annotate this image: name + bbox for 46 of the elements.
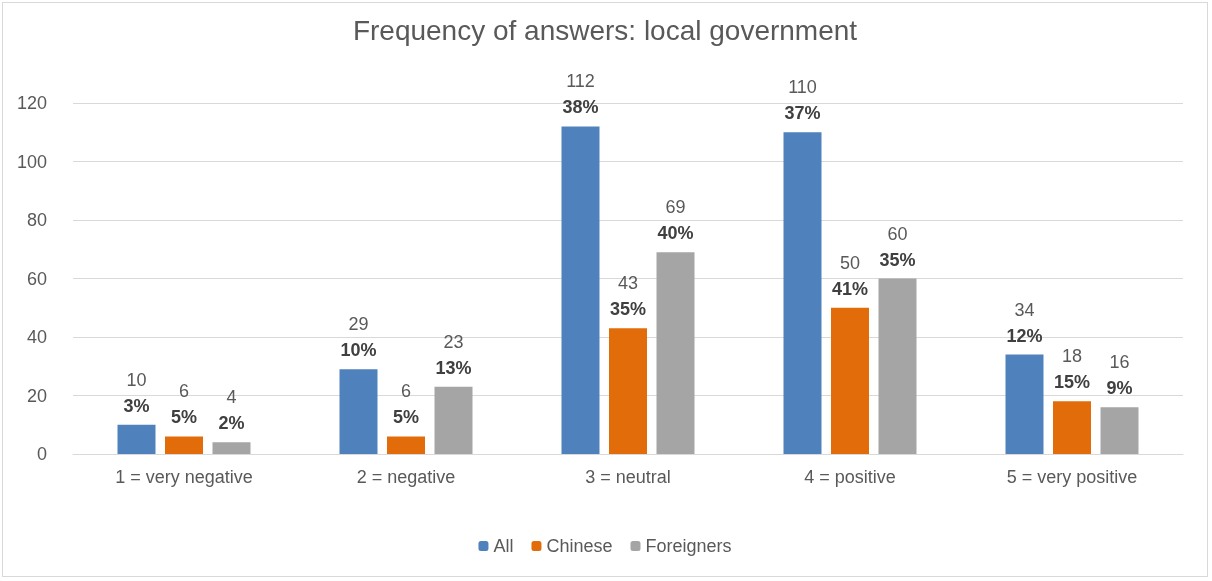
data-label: 23 13% (435, 331, 472, 378)
data-label: 6 5% (170, 381, 198, 428)
y-tick-label: 40 (26, 327, 47, 347)
bar (561, 126, 600, 454)
y-tick-label: 120 (16, 93, 47, 113)
x-tick-label: 2 = negative (356, 467, 456, 487)
y-tick-label: 60 (26, 268, 47, 289)
data-label: 110 37% (784, 77, 821, 124)
chart-title: Frequency of answers: local government (352, 14, 858, 46)
bar (1005, 354, 1044, 454)
bar (878, 278, 917, 454)
bar (783, 132, 822, 454)
y-tick-label: 0 (36, 444, 47, 464)
bar (117, 424, 156, 454)
bar (831, 307, 869, 454)
data-label: 43 35% (609, 273, 647, 320)
x-tick-label: 4 = positive (804, 467, 896, 487)
bar (165, 436, 203, 454)
bar (339, 369, 378, 454)
x-tick-label: 1 = very negative (115, 467, 253, 487)
data-label: 29 10% (340, 314, 377, 361)
bar (212, 442, 251, 454)
x-tick-label: 3 = neutral (585, 467, 671, 487)
data-label: 18 15% (1053, 346, 1091, 393)
y-tick-label: 20 (26, 385, 47, 406)
data-label: 112 38% (562, 71, 599, 118)
legend-label: Foreigners (645, 536, 732, 556)
data-label: 6 5% (392, 381, 420, 428)
bar (387, 436, 425, 454)
bar (434, 386, 473, 454)
bar (1100, 407, 1139, 454)
bar (609, 328, 647, 454)
legend-label: Chinese (546, 536, 613, 556)
data-label: 60 35% (879, 223, 916, 270)
y-tick-label: 100 (16, 151, 47, 172)
data-label: 10 3% (123, 369, 150, 416)
data-label: 69 40% (657, 197, 694, 244)
x-tick-label: 5 = very positive (1006, 467, 1138, 487)
data-label: 16 9% (1106, 352, 1133, 399)
data-label: 4 2% (218, 387, 245, 434)
data-label: 34 12% (1006, 299, 1043, 346)
bar (656, 252, 695, 454)
bar (1053, 401, 1091, 454)
data-label: 50 41% (831, 252, 869, 299)
legend-label: All (493, 536, 514, 556)
y-tick-label: 80 (26, 210, 47, 230)
